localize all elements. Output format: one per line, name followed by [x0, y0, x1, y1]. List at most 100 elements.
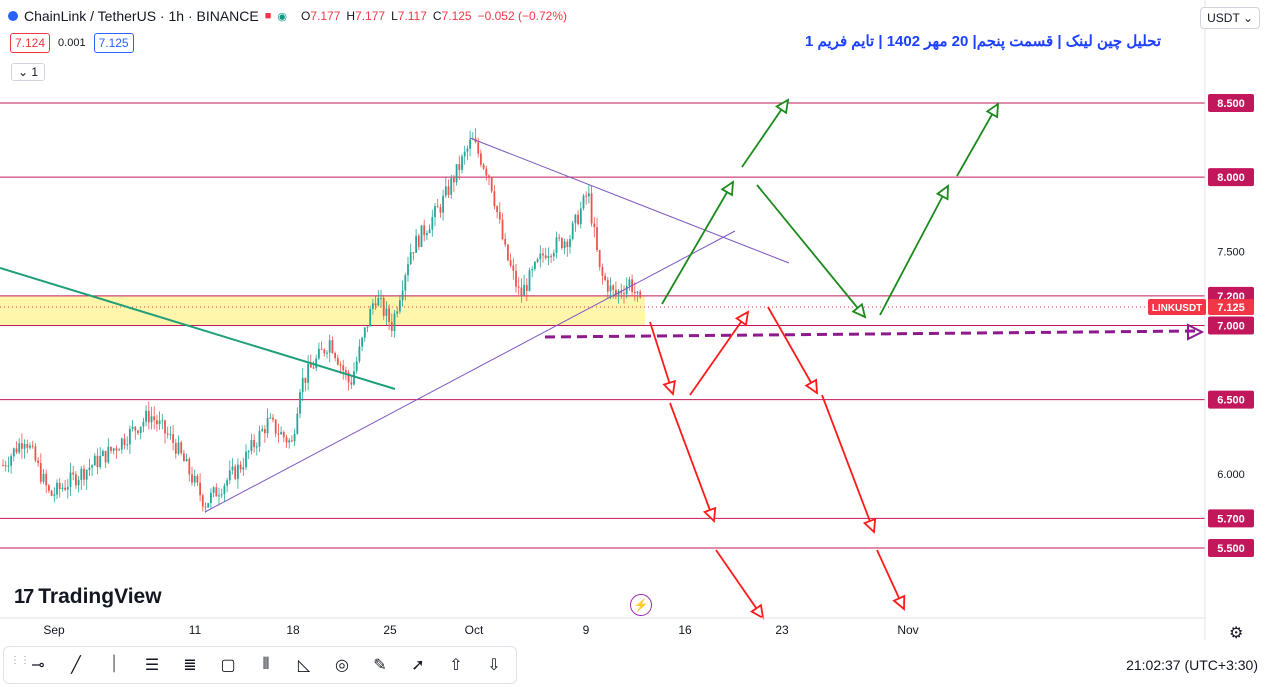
spread-value: 0.001 [58, 37, 86, 49]
x-tick-label: 25 [383, 623, 397, 637]
red-arrow [689, 311, 749, 396]
candle-body [517, 286, 520, 288]
descending-trendline [0, 267, 396, 390]
candle-body [299, 392, 301, 414]
x-tick-label: 23 [775, 623, 789, 637]
candle-body [255, 446, 258, 448]
candle-body [296, 413, 299, 434]
candle-body [434, 206, 436, 218]
candle-body [388, 308, 390, 322]
last-price-bg [1208, 298, 1254, 315]
x-tick-label: 18 [286, 623, 300, 637]
level-label-bg [1208, 168, 1254, 187]
fib-icon[interactable]: ≣ [183, 657, 197, 674]
candle-body [277, 433, 280, 435]
candle-body [12, 448, 15, 457]
channel-icon[interactable]: ☰ [144, 657, 160, 674]
candle-body [318, 348, 320, 359]
gear-icon[interactable]: ⚙ [1229, 625, 1244, 642]
buy-button[interactable]: 7.125 [93, 33, 134, 53]
candle-body [633, 291, 636, 294]
currency-select[interactable]: USDT ⌄ [1200, 7, 1260, 29]
candle-body [436, 206, 439, 208]
candle-body [177, 442, 180, 454]
candle-body [550, 255, 552, 257]
candle-body [372, 303, 374, 309]
sell-button[interactable]: 7.124 [10, 33, 51, 53]
candle-body [50, 490, 53, 496]
candle-body [328, 340, 331, 353]
candle-body [29, 445, 31, 448]
cursor-line-icon[interactable]: ⊸ [31, 657, 45, 674]
candle-body [606, 279, 609, 292]
candle-body [220, 494, 223, 496]
green-arrow-head [851, 302, 867, 319]
candle-body [75, 474, 77, 486]
candle-body [569, 239, 571, 247]
symbol-title[interactable]: ChainLink / TetherUS · 1h · BINANCE [24, 8, 259, 24]
candle-body [247, 451, 250, 453]
red-arrow-head [734, 310, 750, 327]
candle-body [493, 191, 496, 207]
red-arrow [821, 394, 875, 533]
candle-body [458, 164, 461, 170]
trend-line-icon[interactable]: ╱ [71, 657, 81, 674]
tradingview-logo[interactable]: 17 TradingView [14, 585, 162, 608]
candle-body [288, 440, 291, 443]
rectangle-icon[interactable]: ▢ [220, 657, 236, 674]
candle-body [91, 465, 93, 468]
candle-body [544, 255, 547, 259]
candle-body [88, 467, 91, 470]
arrow-up-icon[interactable]: ⇧ [449, 657, 463, 674]
candle-body [58, 482, 61, 489]
candle-body [218, 495, 220, 497]
level-label-7.000: 7.000 [1217, 321, 1245, 333]
x-tick-label: Nov [897, 623, 918, 637]
lightning-icon[interactable]: ⚡ [630, 594, 652, 616]
candle-body [439, 207, 442, 213]
candle-body [428, 229, 431, 234]
clock[interactable]: 21:02:37 (UTC+3:30) [1126, 657, 1258, 673]
triangle-icon[interactable]: ◺ [297, 657, 311, 674]
candle-body [555, 237, 558, 253]
candle-body [153, 416, 156, 421]
x-tick-label: 11 [189, 623, 202, 637]
candle-body [552, 252, 555, 257]
candle-body [312, 367, 315, 369]
drag-handle-icon[interactable]: ⋮⋮ [10, 655, 30, 666]
candle-body [534, 261, 536, 270]
candle-body [129, 428, 131, 445]
candle-body [307, 364, 309, 383]
candle-body [490, 177, 493, 192]
market-status-icon: ■ [264, 10, 272, 22]
green-arrow-head [985, 102, 1000, 119]
candle-body [531, 269, 534, 271]
candle-body [285, 437, 288, 443]
candle-body [2, 465, 4, 467]
brush-icon[interactable]: ✎ [373, 657, 387, 674]
symbol-label-bg [1148, 298, 1206, 315]
candle-body [563, 241, 566, 249]
green-arrow-head [775, 98, 790, 115]
arrow-icon[interactable]: ➚ [411, 657, 425, 674]
candle-body [10, 456, 12, 466]
candle-body [339, 364, 342, 366]
candle-body [61, 487, 64, 489]
candle-body [596, 227, 598, 251]
vertical-line-icon[interactable]: ⏐ [109, 656, 119, 673]
candle-body [104, 450, 107, 463]
candle-body [112, 448, 115, 451]
pitchfork-icon[interactable]: ⫴ [262, 656, 270, 673]
arrow-down-icon[interactable]: ⇩ [487, 657, 501, 674]
candle-body [353, 371, 355, 385]
candle-body [480, 153, 482, 165]
candle-body [561, 238, 563, 249]
candle-body [164, 420, 166, 434]
circle-icon[interactable]: ◎ [335, 657, 349, 674]
collapse-button[interactable]: ⌄ 1 [11, 63, 46, 81]
candle-body [477, 142, 480, 154]
candle-body [420, 225, 423, 247]
x-tick-label: Oct [465, 623, 484, 637]
candle-body [110, 446, 112, 451]
